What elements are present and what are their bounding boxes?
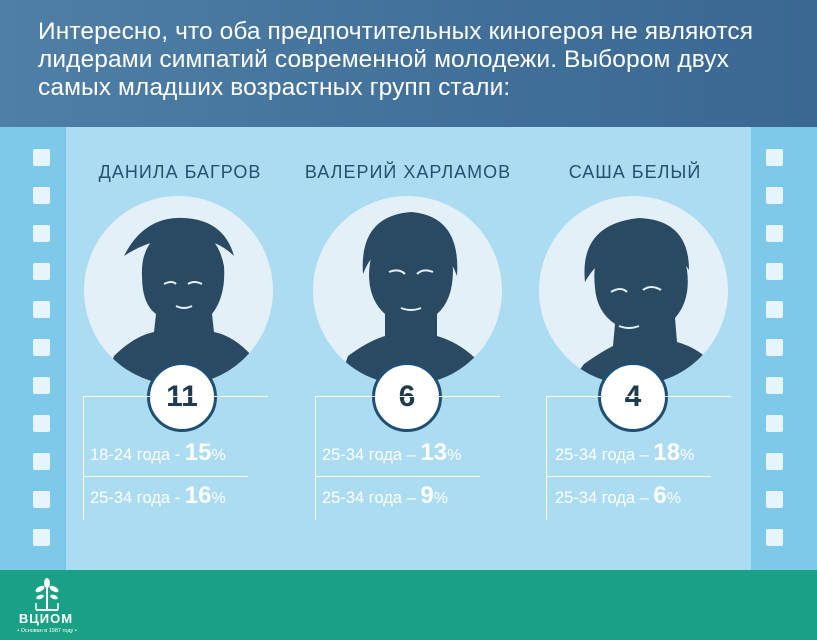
film-hole-left-8: [33, 415, 50, 432]
film-strip-left: [0, 127, 66, 570]
film-hole-right-8: [766, 415, 783, 432]
film-hole-left-10: [33, 491, 50, 508]
hero-portrait-2: [313, 196, 502, 385]
film-hole-left-6: [33, 339, 50, 356]
stat-divider-2: [315, 476, 480, 477]
film-hole-right-9: [766, 453, 783, 470]
film-hole-right-5: [766, 301, 783, 318]
film-hole-left-11: [33, 529, 50, 546]
hero-name-2: ВАЛЕРИЙ ХАРЛАМОВ: [304, 162, 512, 182]
stats-bracket-2: [315, 396, 500, 520]
film-hole-right-11: [766, 529, 783, 546]
portrait-silhouette-1: [104, 217, 259, 385]
stat-row-1-1: 18-24 года - 15%: [90, 439, 226, 466]
rank-badge-2: 6: [372, 362, 442, 432]
stat-row-3-1: 25-34 года – 18%: [555, 439, 695, 466]
film-hole-right-1: [766, 149, 783, 166]
stat-row-3-2: 25-34 года – 6%: [555, 482, 681, 509]
film-hole-left-2: [33, 187, 50, 204]
hero-name-1: ДАНИЛА БАГРОВ: [98, 162, 262, 182]
film-hole-right-2: [766, 187, 783, 204]
film-hole-right-3: [766, 225, 783, 242]
vciom-tree-icon: [35, 578, 59, 611]
film-hole-right-4: [766, 263, 783, 280]
hero-name-3: САША БЕЛЫЙ: [568, 162, 702, 182]
stat-divider-1: [83, 476, 248, 477]
hero-portrait-1: [84, 196, 273, 385]
stats-bracket-1: [83, 396, 268, 520]
vciom-tagline: • Основан в 1987 году •: [17, 628, 77, 634]
stat-row-2-1: 25-34 года – 13%: [322, 439, 462, 466]
film-hole-right-6: [766, 339, 783, 356]
rank-badge-3: 4: [598, 362, 668, 432]
header-banner: Интересно, что оба предпочтительных кино…: [0, 0, 817, 127]
portrait-silhouette-3: [569, 218, 719, 385]
portrait-silhouette-2: [338, 212, 483, 385]
film-hole-left-3: [33, 225, 50, 242]
film-hole-left-1: [33, 149, 50, 166]
stat-divider-3: [546, 476, 711, 477]
rank-badge-1: 11: [147, 362, 217, 432]
footer-bar: [0, 570, 817, 640]
vciom-logo-text: ВЦИОМ: [18, 611, 74, 626]
film-strip-right: [751, 127, 817, 570]
header-text: Интересно, что оба предпочтительных кино…: [38, 18, 754, 101]
film-hole-right-7: [766, 377, 783, 394]
film-hole-right-10: [766, 491, 783, 508]
hero-portrait-3: [539, 196, 728, 385]
stat-row-1-2: 25-34 года - 16%: [90, 482, 226, 509]
film-hole-left-7: [33, 377, 50, 394]
film-hole-left-5: [33, 301, 50, 318]
film-hole-left-9: [33, 453, 50, 470]
film-hole-left-4: [33, 263, 50, 280]
stats-bracket-3: [546, 396, 731, 520]
stat-row-2-2: 25-34 года – 9%: [322, 482, 448, 509]
